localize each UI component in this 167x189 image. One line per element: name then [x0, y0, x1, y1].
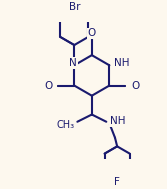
Text: CH₃: CH₃ — [56, 120, 74, 130]
Text: N: N — [69, 58, 77, 68]
Text: F: F — [114, 177, 120, 187]
Text: NH: NH — [114, 58, 129, 68]
Text: O: O — [131, 81, 139, 91]
Text: NH: NH — [110, 116, 125, 126]
Text: O: O — [44, 81, 53, 91]
Text: Br: Br — [68, 2, 80, 12]
Text: O: O — [88, 29, 96, 38]
